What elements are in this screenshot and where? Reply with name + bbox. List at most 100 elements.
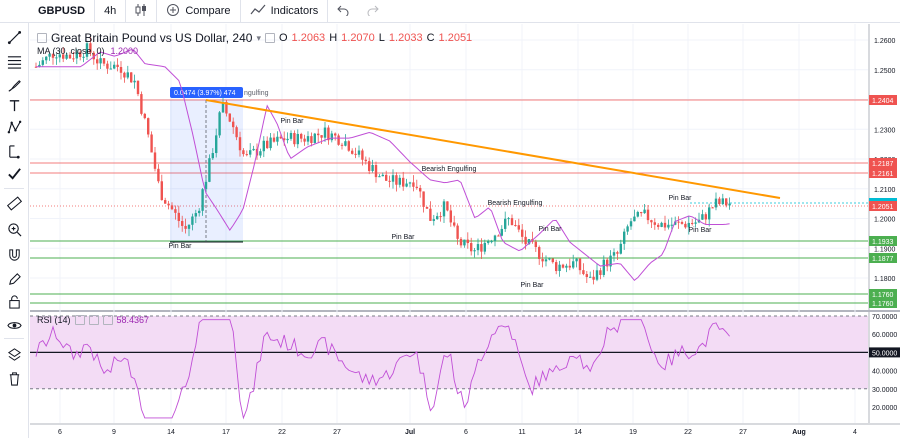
text-tool-icon[interactable] (5, 96, 23, 114)
candle-body[interactable] (371, 165, 374, 171)
candle-body[interactable] (143, 113, 146, 119)
trash-icon[interactable] (5, 369, 23, 387)
candle-body[interactable] (378, 176, 381, 178)
candle-body[interactable] (548, 258, 551, 260)
candle-body[interactable] (602, 259, 605, 275)
candle-body[interactable] (51, 53, 55, 58)
candle-body[interactable] (453, 222, 456, 226)
candle-body[interactable] (191, 216, 194, 225)
zoom-in-icon[interactable] (5, 220, 23, 238)
candle-body[interactable] (340, 144, 344, 146)
candle-body[interactable] (589, 276, 592, 278)
prediction-icon[interactable] (5, 142, 23, 160)
candle-body[interactable] (480, 244, 483, 252)
candle-body[interactable] (456, 225, 459, 239)
candle-body[interactable] (75, 52, 78, 59)
rsi-close-icon[interactable] (102, 315, 113, 325)
candle-body[interactable] (650, 220, 653, 223)
candle-body[interactable] (242, 150, 245, 155)
candle-body[interactable] (262, 140, 265, 152)
candle-body[interactable] (130, 72, 133, 83)
candle-body[interactable] (415, 186, 418, 188)
candle-body[interactable] (272, 137, 276, 142)
candle-body[interactable] (674, 221, 677, 225)
candle-body[interactable] (245, 154, 248, 156)
candle-body[interactable] (657, 224, 660, 227)
candle-body[interactable] (476, 244, 480, 251)
candle-body[interactable] (704, 214, 707, 220)
candle-body[interactable] (708, 207, 711, 220)
candle-body[interactable] (381, 174, 384, 177)
candle-body[interactable] (623, 231, 626, 244)
candle-body[interactable] (221, 101, 225, 113)
candle-body[interactable] (218, 112, 221, 136)
candle-body[interactable] (313, 133, 316, 143)
pattern-icon[interactable] (5, 118, 23, 136)
candle-body[interactable] (58, 54, 61, 58)
candle-body[interactable] (643, 209, 646, 214)
candle-body[interactable] (330, 133, 333, 141)
candle-body[interactable] (126, 72, 129, 78)
candle-body[interactable] (225, 101, 228, 114)
symbol-search-button[interactable]: GBPUSD (0, 0, 96, 22)
candle-body[interactable] (616, 252, 619, 254)
candle-body[interactable] (89, 43, 92, 53)
candle-body[interactable] (442, 201, 446, 217)
candle-body[interactable] (578, 258, 582, 271)
candle-body[interactable] (425, 206, 429, 209)
candle-body[interactable] (510, 218, 514, 226)
candle-body[interactable] (198, 210, 201, 214)
candle-body[interactable] (106, 63, 109, 69)
candle-body[interactable] (463, 239, 466, 246)
candle-body[interactable] (446, 201, 449, 211)
candle-body[interactable] (680, 222, 684, 224)
candle-body[interactable] (147, 118, 150, 135)
candle-body[interactable] (96, 59, 99, 64)
candle-body[interactable] (524, 236, 527, 245)
candle-body[interactable] (561, 264, 565, 268)
candle-body[interactable] (177, 212, 180, 222)
candle-body[interactable] (653, 222, 656, 225)
candle-body[interactable] (493, 235, 497, 242)
candle-body[interactable] (684, 223, 687, 228)
candle-body[interactable] (663, 222, 667, 228)
candle-body[interactable] (136, 80, 140, 95)
candle-body[interactable] (38, 64, 41, 67)
candle-body[interactable] (432, 219, 435, 221)
candle-body[interactable] (364, 159, 367, 162)
candle-body[interactable] (72, 58, 75, 60)
candle-body[interactable] (629, 221, 633, 227)
candle-body[interactable] (388, 180, 391, 182)
legend-menu-icon[interactable]: ▾ (256, 32, 261, 43)
candle-body[interactable] (208, 158, 211, 182)
pencil-lock-icon[interactable] (5, 270, 23, 288)
candle-body[interactable] (568, 265, 571, 268)
candle-body[interactable] (317, 133, 320, 136)
candle-body[interactable] (582, 270, 585, 275)
candle-body[interactable] (483, 242, 486, 252)
candle-body[interactable] (174, 209, 177, 213)
candle-body[interactable] (728, 203, 731, 206)
ruler-icon[interactable] (5, 194, 23, 212)
moving-average-line[interactable] (36, 49, 730, 281)
candle-body[interactable] (269, 137, 272, 149)
candle-body[interactable] (327, 127, 330, 141)
candle-body[interactable] (85, 43, 89, 57)
candle-body[interactable] (204, 181, 208, 190)
candle-body[interactable] (565, 265, 568, 268)
candle-body[interactable] (473, 250, 476, 252)
candle-body[interactable] (466, 239, 469, 244)
candle-body[interactable] (320, 135, 323, 138)
candle-body[interactable] (504, 218, 507, 229)
candle-body[interactable] (150, 134, 153, 153)
candle-body[interactable] (718, 198, 721, 205)
brush-icon[interactable] (5, 76, 23, 94)
candle-body[interactable] (286, 138, 289, 141)
magnet-icon[interactable] (5, 246, 23, 264)
candle-body[interactable] (544, 259, 548, 262)
candle-body[interactable] (555, 262, 558, 272)
candle-body[interactable] (667, 224, 670, 228)
candle-body[interactable] (279, 136, 282, 139)
candle-body[interactable] (306, 136, 310, 142)
candle-body[interactable] (293, 132, 296, 145)
